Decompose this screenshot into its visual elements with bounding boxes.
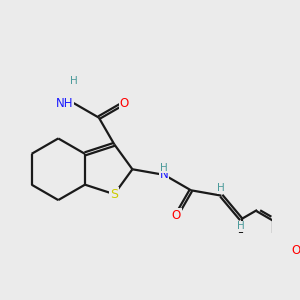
- Text: H: H: [70, 76, 77, 86]
- Text: O: O: [291, 244, 300, 257]
- Text: H: H: [237, 221, 245, 231]
- Text: N: N: [160, 168, 169, 182]
- Text: H: H: [160, 163, 168, 173]
- Text: O: O: [120, 97, 129, 110]
- Text: H: H: [218, 184, 225, 194]
- Text: NH: NH: [56, 97, 74, 110]
- Text: S: S: [110, 188, 118, 201]
- Text: O: O: [172, 209, 181, 222]
